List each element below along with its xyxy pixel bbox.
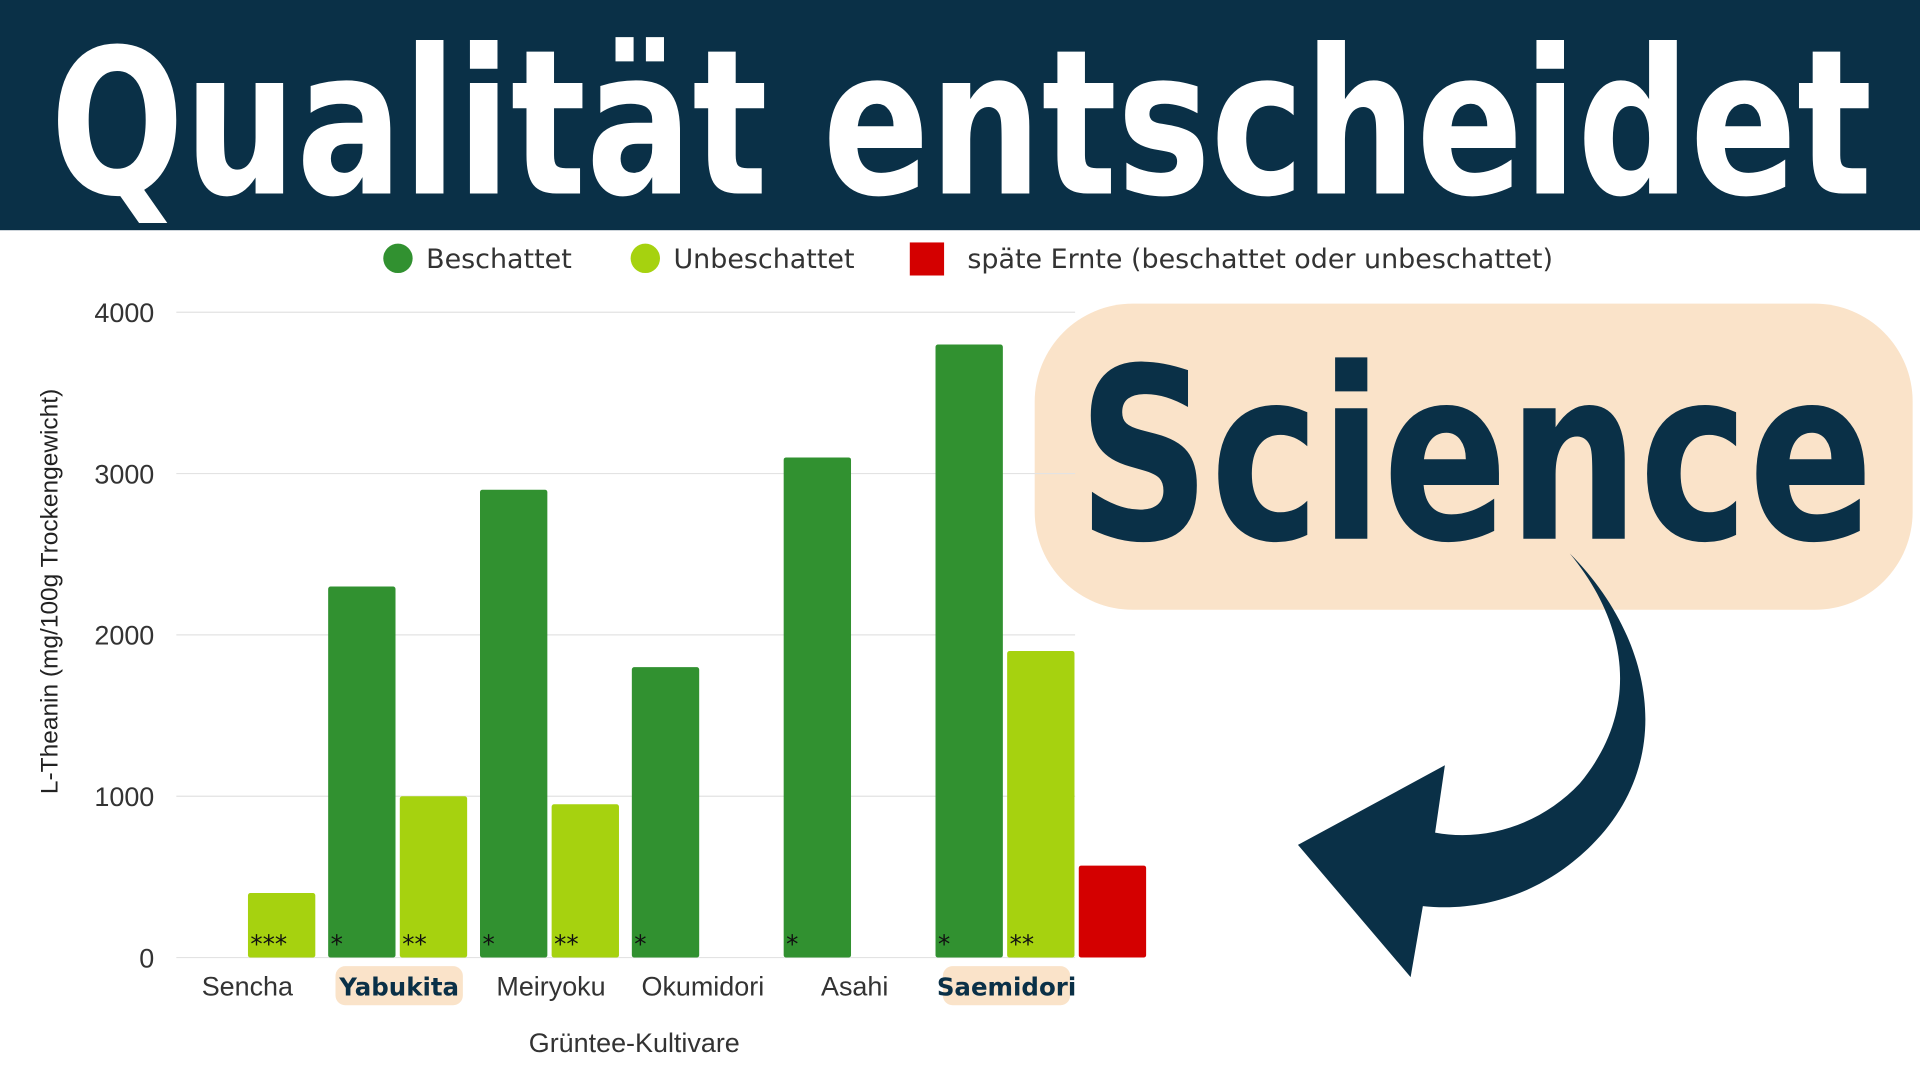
bar-annotation: * <box>634 930 646 959</box>
x-axis-label: Grüntee-Kultivare <box>529 1028 740 1058</box>
bar-annotation: ** <box>402 930 426 959</box>
legend-swatch <box>630 243 660 274</box>
badge-box <box>1034 303 1913 610</box>
bar <box>783 457 852 958</box>
x-tick-label: Okumidori <box>642 972 765 1002</box>
legend-label: späte Ernte (beschattet oder unbeschatte… <box>967 244 1553 275</box>
header-title: Qualität entscheidet <box>50 5 1872 241</box>
x-tick-label: Yabukita <box>338 973 459 1002</box>
y-tick-label: 1000 <box>94 782 154 812</box>
bar <box>399 796 468 958</box>
category-highlight <box>335 966 463 1006</box>
bar <box>551 804 619 958</box>
bar-annotation: * <box>938 930 950 959</box>
legend-label: Unbeschattet <box>673 244 854 275</box>
legend-label: Beschattet <box>426 244 572 275</box>
bar <box>247 893 316 958</box>
y-axis-label: L-Theanin (mg/100g Trockengewicht) <box>37 389 64 794</box>
x-tick-label: Sencha <box>202 972 293 1002</box>
bar-annotation: * <box>482 930 494 959</box>
y-tick-label: 4000 <box>94 298 154 328</box>
x-tick-label: Meiryoku <box>496 972 605 1002</box>
bar-annotation: * <box>786 930 798 959</box>
category-highlight <box>942 966 1071 1006</box>
bar <box>631 667 700 958</box>
bar-annotation: * <box>331 930 343 959</box>
bar <box>935 344 1003 958</box>
y-tick-label: 3000 <box>94 459 154 489</box>
badge-label: Science <box>1078 318 1874 596</box>
arrow <box>1297 553 1646 978</box>
bar-annotation: ** <box>554 930 578 959</box>
x-tick-label: Asahi <box>821 972 888 1002</box>
legend-swatch <box>383 243 413 274</box>
x-tick-label: Saemidori <box>937 973 1076 1002</box>
bar-annotation: ** <box>1010 930 1034 959</box>
bar-annotation: *** <box>250 930 287 959</box>
bar <box>1078 865 1147 958</box>
bar <box>1007 651 1075 958</box>
bar <box>480 489 548 958</box>
y-tick-label: 2000 <box>94 621 154 651</box>
bar <box>328 586 396 958</box>
legend-swatch <box>909 242 945 276</box>
y-tick-label: 0 <box>139 943 154 973</box>
header-band <box>0 0 1920 231</box>
